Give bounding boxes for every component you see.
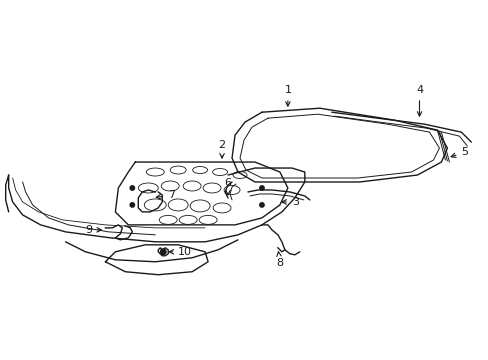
Circle shape <box>259 186 264 190</box>
Text: 6: 6 <box>224 178 231 195</box>
Text: 10: 10 <box>169 247 192 257</box>
Text: 5: 5 <box>450 147 468 157</box>
Text: 7: 7 <box>156 190 175 200</box>
Circle shape <box>130 203 134 207</box>
Text: 3: 3 <box>282 197 298 207</box>
Circle shape <box>259 203 264 207</box>
Circle shape <box>160 249 166 255</box>
Text: 2: 2 <box>218 140 225 158</box>
Text: 1: 1 <box>284 85 291 106</box>
Circle shape <box>130 186 134 190</box>
Text: 4: 4 <box>415 85 422 116</box>
Text: 8: 8 <box>276 252 283 268</box>
Text: 9: 9 <box>85 225 101 235</box>
